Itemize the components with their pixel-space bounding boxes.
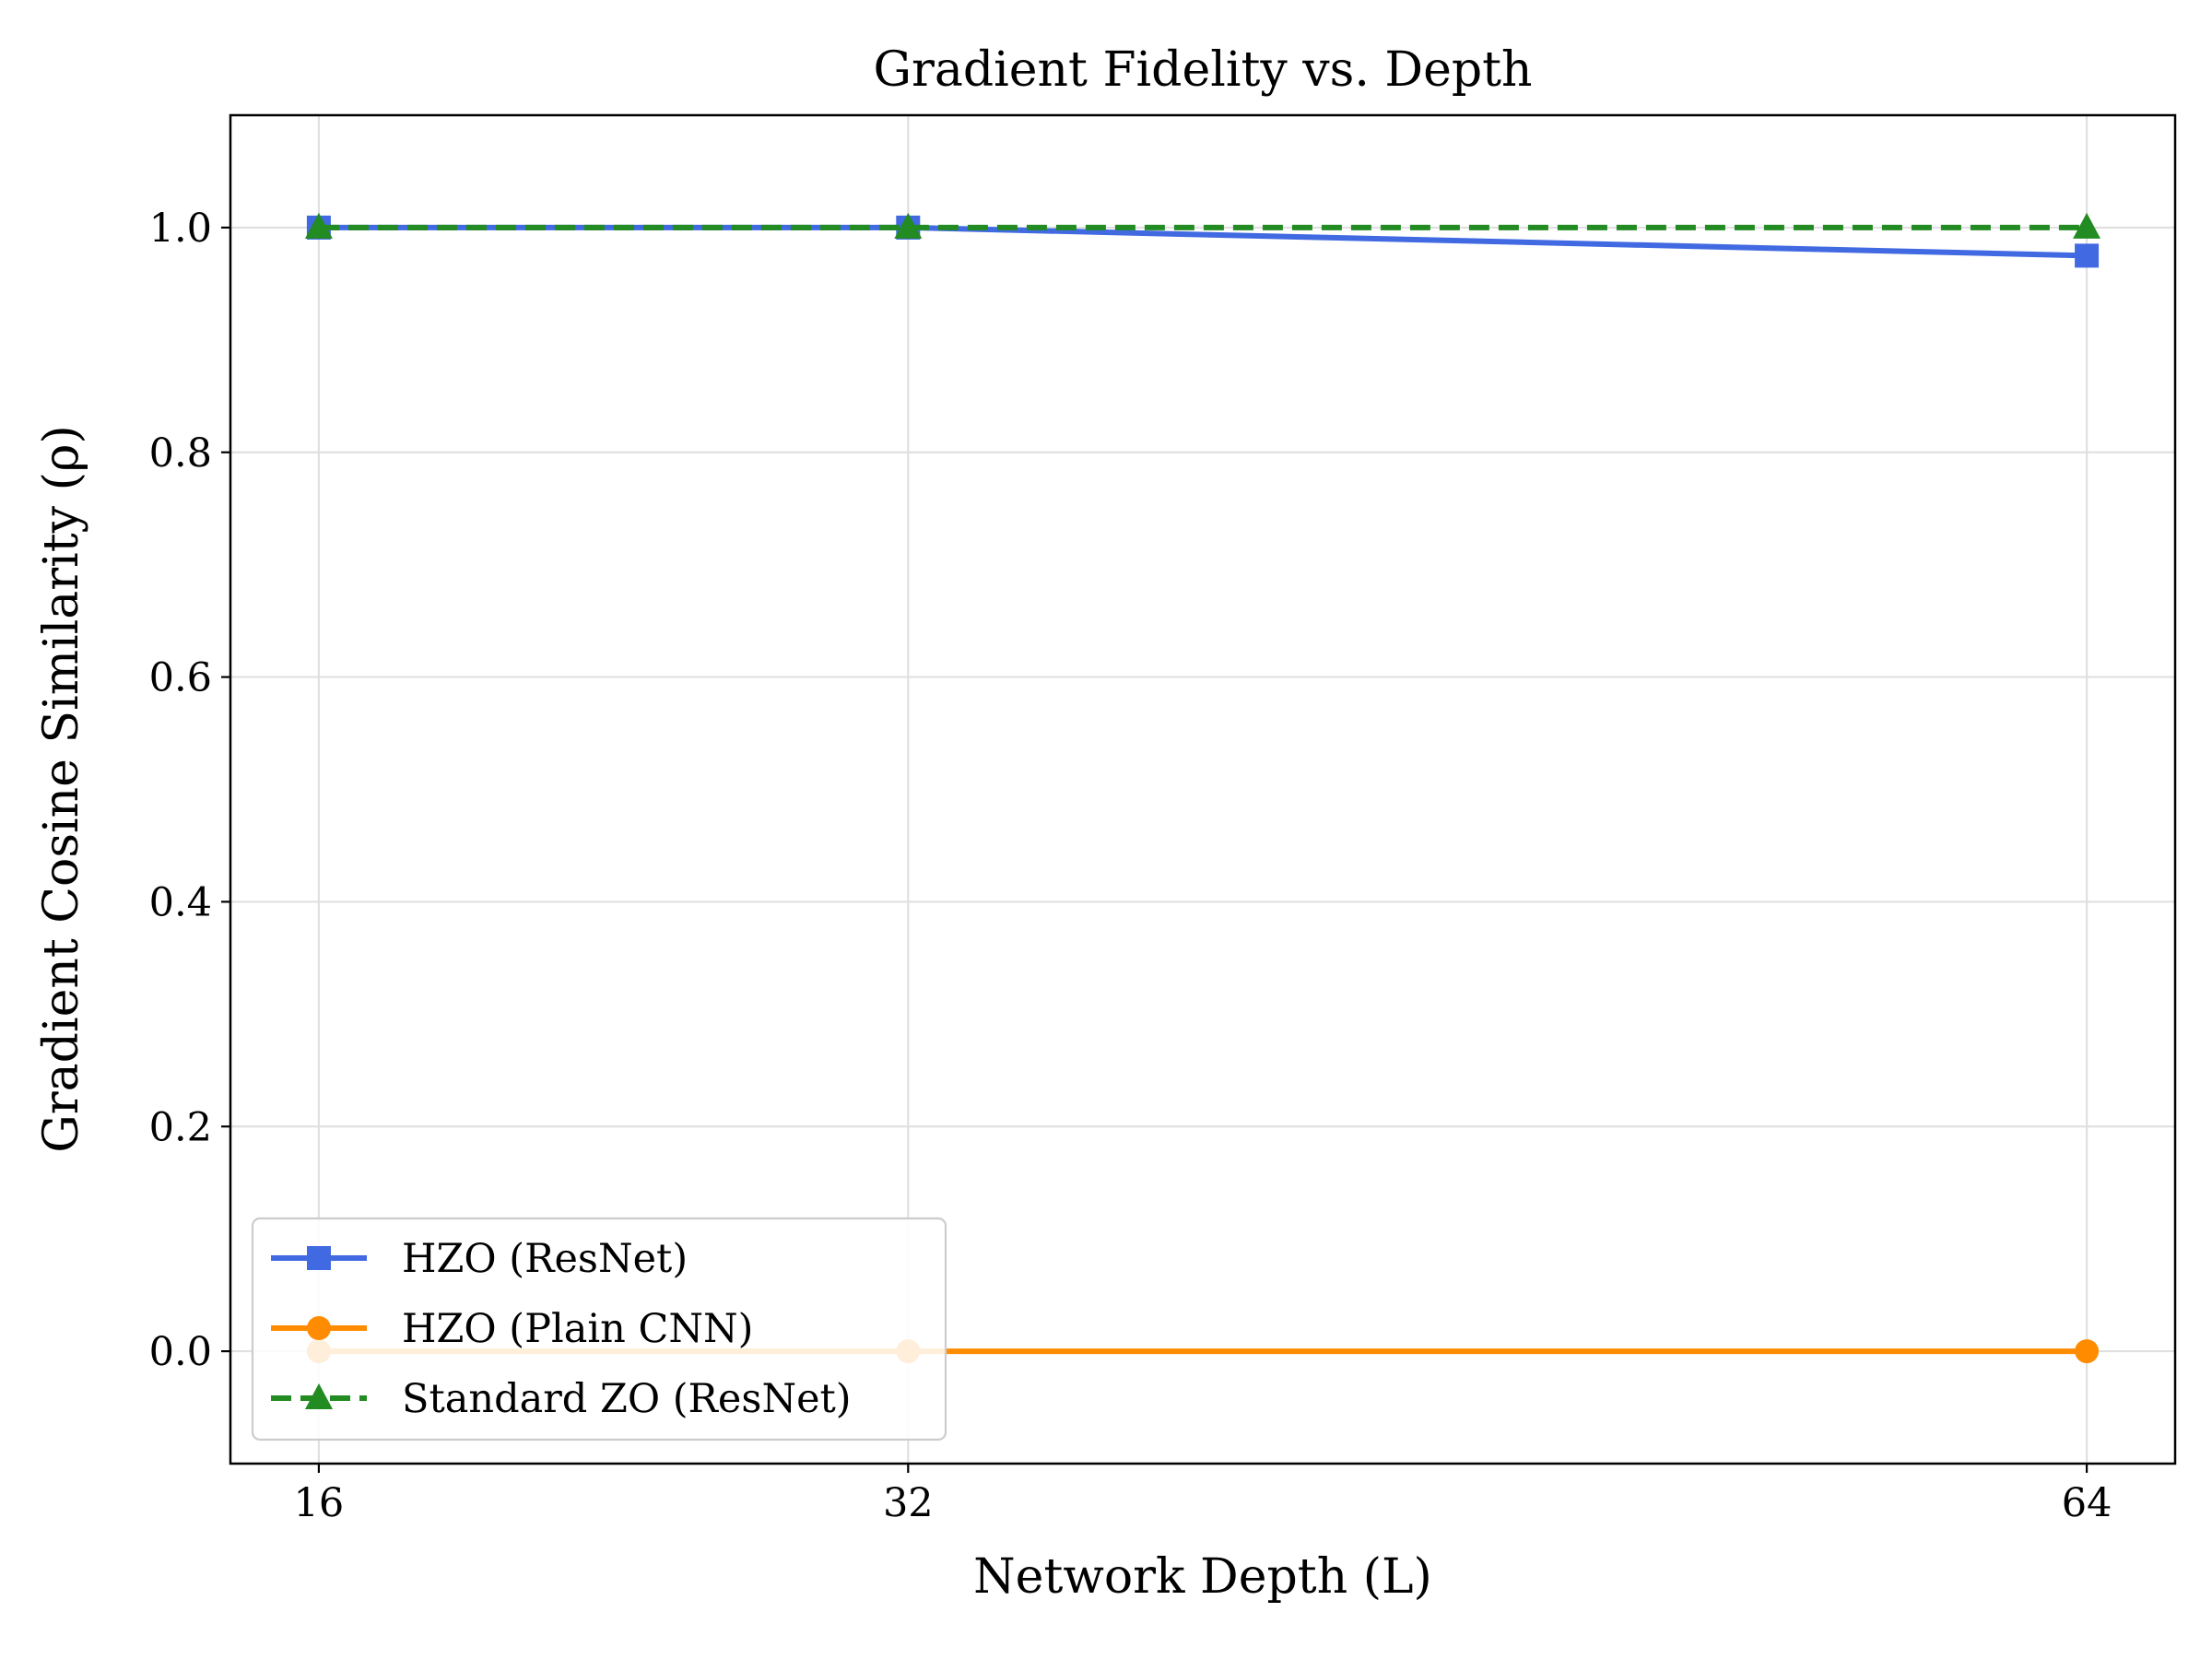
y-tick-label: 0.8 — [149, 430, 212, 477]
x-tick-label: 64 — [2062, 1480, 2112, 1526]
legend-box — [251, 1217, 947, 1441]
data-point — [894, 212, 923, 239]
legend-entry: HZO (ResNet) — [271, 1236, 688, 1282]
y-tick-label: 1.0 — [149, 206, 212, 252]
data-point — [2075, 243, 2100, 268]
data-point — [304, 212, 333, 239]
x-axis-label: Network Depth (L) — [973, 1549, 1432, 1605]
plot-frame — [229, 113, 2177, 1465]
y-tick-label: 0.0 — [149, 1329, 212, 1375]
x-tick-label: 16 — [294, 1480, 345, 1526]
series-standard-zo-resnet — [304, 212, 2101, 239]
legend: HZO (ResNet) HZO (Plain CNN) Standard ZO (… — [251, 1217, 947, 1441]
y-tick-label: 0.2 — [149, 1104, 212, 1150]
data-point — [2075, 1339, 2100, 1364]
tick-layer: 16 32 64 0.0 0.2 0.4 0.6 0.8 1.0 — [149, 206, 2112, 1526]
data-point — [2073, 212, 2101, 239]
legend-marker — [307, 1316, 331, 1340]
legend-label: HZO (Plain CNN) — [402, 1306, 753, 1352]
legend-entry: Standard ZO (ResNet) — [271, 1376, 852, 1422]
y-tick-label: 0.4 — [149, 879, 212, 925]
chart-title: Gradient Fidelity vs. Depth — [873, 42, 1532, 98]
legend-marker — [307, 1246, 331, 1270]
legend-label: HZO (ResNet) — [402, 1236, 688, 1282]
legend-entry: HZO (Plain CNN) — [271, 1306, 753, 1352]
y-axis-label: Gradient Cosine Similarity (ρ) — [34, 425, 89, 1152]
y-tick-label: 0.6 — [149, 655, 212, 701]
legend-marker — [305, 1383, 333, 1409]
legend-label: Standard ZO (ResNet) — [402, 1376, 852, 1422]
x-tick-label: 32 — [883, 1480, 934, 1526]
